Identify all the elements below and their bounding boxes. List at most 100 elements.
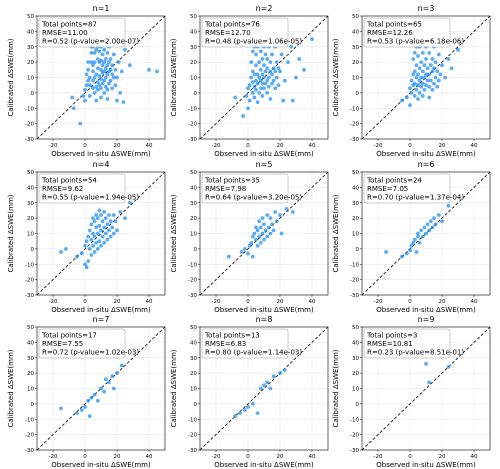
x-axis-label: Observed in-situ ΔSWE(mm) bbox=[214, 461, 314, 469]
x-axis-label: Observed in-situ ΔSWE(mm) bbox=[376, 461, 476, 469]
data-point bbox=[414, 75, 419, 80]
data-point bbox=[255, 81, 260, 86]
data-point bbox=[425, 66, 430, 71]
x-tick-label: -20 bbox=[49, 454, 58, 460]
data-point bbox=[108, 57, 113, 61]
data-point bbox=[86, 398, 91, 403]
y-tick-label: 30 bbox=[190, 201, 197, 207]
scatter-panel: -20 0 20 40 -30 -20 -10 0 10 20 30 40 50 n=3 Observed … bbox=[332, 4, 491, 158]
y-tick-label: -20 bbox=[188, 433, 197, 439]
panel-title: n=9 bbox=[418, 315, 435, 324]
data-point bbox=[249, 60, 254, 65]
data-point bbox=[108, 78, 113, 83]
data-point bbox=[83, 405, 87, 409]
y-tick-label: 10 bbox=[352, 387, 359, 393]
data-point bbox=[111, 213, 116, 217]
y-tick-label: 50 bbox=[352, 170, 359, 176]
data-point bbox=[95, 216, 100, 221]
y-tick-label: 40 bbox=[352, 29, 359, 35]
data-point bbox=[87, 246, 92, 251]
data-point bbox=[226, 254, 231, 259]
stats-line: R=0.70 (p-value=1.37e-04) bbox=[367, 194, 464, 202]
data-point bbox=[102, 240, 107, 245]
y-tick-label: -10 bbox=[188, 262, 197, 268]
data-point bbox=[102, 210, 107, 214]
data-point bbox=[100, 52, 105, 57]
data-point bbox=[247, 98, 252, 103]
data-point bbox=[260, 81, 265, 86]
data-point bbox=[92, 234, 97, 239]
data-point bbox=[276, 83, 281, 88]
data-point bbox=[102, 69, 107, 74]
data-point bbox=[310, 37, 314, 41]
data-point bbox=[254, 225, 258, 230]
data-point bbox=[258, 386, 263, 391]
data-point bbox=[91, 69, 95, 74]
x-tick-label: 20 bbox=[277, 454, 284, 460]
data-point bbox=[282, 368, 287, 372]
y-tick-label: 50 bbox=[190, 14, 197, 20]
data-point bbox=[290, 98, 295, 103]
data-point bbox=[113, 219, 118, 224]
x-tick-label: 40 bbox=[309, 454, 316, 460]
data-point bbox=[268, 386, 273, 391]
data-point bbox=[110, 374, 115, 379]
y-tick-label: 50 bbox=[190, 325, 197, 331]
x-tick-label: 40 bbox=[309, 299, 316, 305]
data-point bbox=[297, 57, 302, 61]
data-point bbox=[271, 374, 276, 379]
data-point bbox=[411, 57, 416, 61]
y-axis-label: Calibrated ΔSWE(mm) bbox=[332, 194, 340, 272]
panel-title: n=4 bbox=[93, 160, 110, 169]
x-tick-label: 40 bbox=[471, 299, 478, 305]
data-point bbox=[404, 95, 409, 100]
y-tick-label: -30 bbox=[25, 448, 34, 454]
data-point bbox=[302, 67, 306, 72]
data-point bbox=[97, 49, 102, 54]
data-point bbox=[254, 78, 258, 83]
data-point bbox=[147, 67, 151, 72]
data-point bbox=[99, 77, 103, 81]
data-point bbox=[84, 83, 89, 88]
panel-title: n=6 bbox=[418, 160, 435, 169]
data-point bbox=[116, 60, 121, 65]
data-point bbox=[246, 106, 250, 111]
x-tick-label: 0 bbox=[83, 454, 87, 460]
data-point bbox=[416, 83, 420, 88]
y-tick-label: 20 bbox=[27, 216, 34, 222]
x-axis-label: Observed in-situ ΔSWE(mm) bbox=[376, 150, 476, 158]
data-point bbox=[250, 80, 255, 85]
scatter-panel: -20 0 20 40 -30 -20 -10 0 10 20 30 40 50 n=1 Observed … bbox=[7, 4, 166, 158]
data-point bbox=[102, 78, 107, 83]
data-point bbox=[121, 100, 126, 104]
data-point bbox=[424, 83, 428, 88]
data-point bbox=[100, 81, 105, 86]
y-tick-label: 10 bbox=[352, 76, 359, 82]
y-tick-label: 10 bbox=[190, 76, 197, 82]
data-point bbox=[239, 250, 244, 254]
data-point bbox=[89, 253, 94, 257]
stats-box bbox=[38, 328, 126, 359]
stats-box bbox=[38, 17, 126, 48]
data-point bbox=[257, 75, 262, 80]
data-point bbox=[97, 83, 102, 88]
data-point bbox=[92, 250, 97, 254]
data-point bbox=[105, 237, 110, 242]
data-point bbox=[99, 228, 103, 233]
data-point bbox=[260, 216, 265, 221]
y-tick-label: -20 bbox=[25, 433, 34, 439]
data-point bbox=[100, 219, 105, 224]
data-point bbox=[92, 219, 97, 224]
data-point bbox=[95, 87, 100, 92]
data-point bbox=[250, 234, 255, 239]
stats-line: RMSE=9.62 bbox=[42, 185, 83, 193]
data-point bbox=[87, 228, 92, 233]
data-point bbox=[425, 222, 430, 227]
stats-line: Total points=87 bbox=[41, 21, 97, 29]
data-point bbox=[265, 66, 270, 71]
data-point bbox=[78, 121, 83, 126]
data-point bbox=[262, 63, 266, 68]
x-tick-label: 0 bbox=[246, 454, 250, 460]
x-tick-label: 0 bbox=[83, 143, 87, 149]
data-point bbox=[404, 251, 409, 256]
